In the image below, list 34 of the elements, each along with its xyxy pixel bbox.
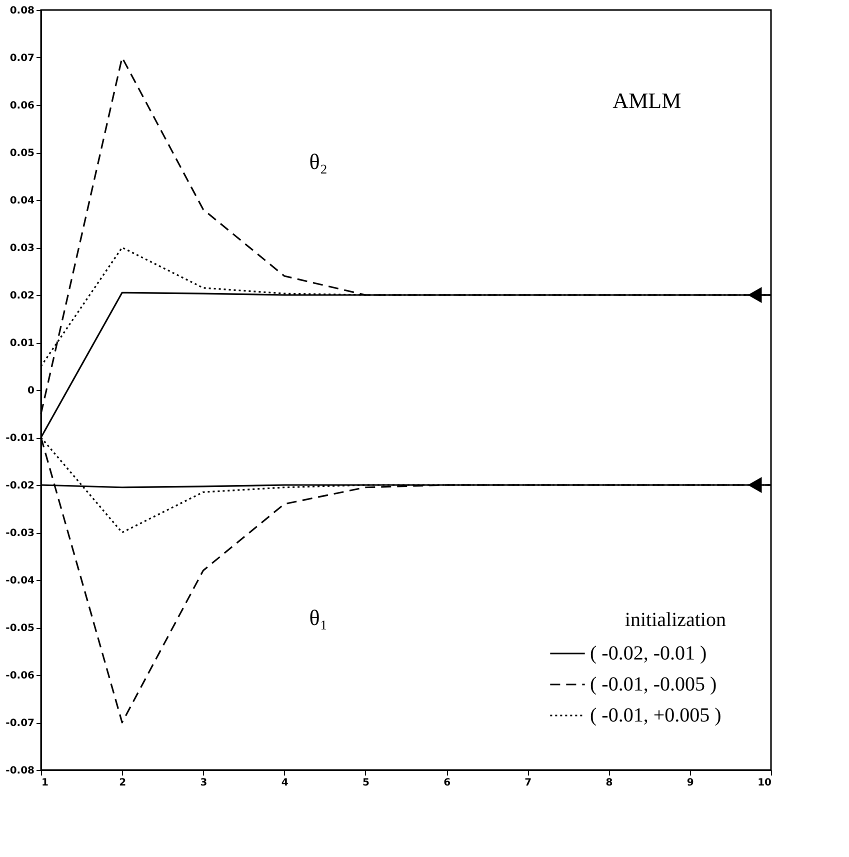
y-tick-label: 0.07 xyxy=(10,53,35,64)
y-tick-label: 0.03 xyxy=(10,243,35,254)
y-tick-label: 0.02 xyxy=(10,290,35,302)
x-tick-label: 3 xyxy=(200,778,208,788)
x-tick-label: 4 xyxy=(281,778,288,788)
legend-label: ( -0.01, +0.005 ) xyxy=(590,704,722,726)
y-tick-label: 0.08 xyxy=(10,6,35,16)
x-tick-label: 8 xyxy=(606,778,613,788)
y-tick-label: 0 xyxy=(28,386,35,396)
y-tick-label: -0.07 xyxy=(6,718,35,729)
legend-label: ( -0.02, -0.01 ) xyxy=(590,642,707,664)
y-tick-label: -0.03 xyxy=(6,528,35,539)
y-tick-label: 0.05 xyxy=(10,148,35,159)
x-tick-label: 2 xyxy=(119,778,126,788)
y-tick-label: -0.08 xyxy=(6,766,35,776)
y-tick-label: -0.06 xyxy=(6,670,35,682)
y-tick-label: 0.04 xyxy=(10,196,35,206)
y-tick-label: -0.01 xyxy=(6,433,35,444)
y-tick-label: 0.06 xyxy=(10,100,35,112)
x-tick-label: 9 xyxy=(686,778,694,788)
y-tick-label: -0.04 xyxy=(6,576,35,586)
y-tick-label: -0.02 xyxy=(6,480,35,492)
y-tick-label: 0.01 xyxy=(10,338,35,349)
y-tick-label: -0.05 xyxy=(6,623,35,634)
legend-label: ( -0.01, -0.005 ) xyxy=(590,674,717,696)
x-tick-label: 1 xyxy=(42,778,48,788)
x-tick-label: 7 xyxy=(524,778,532,788)
x-tick-label: 6 xyxy=(444,778,451,788)
annotation: θ₂ xyxy=(309,149,328,174)
annotation: AMLM xyxy=(612,88,682,114)
annotation: θ₁ xyxy=(309,605,328,630)
x-tick-label: 10 xyxy=(758,778,772,788)
x-tick-label: 5 xyxy=(362,778,370,788)
legend-title: initialization xyxy=(624,609,726,631)
